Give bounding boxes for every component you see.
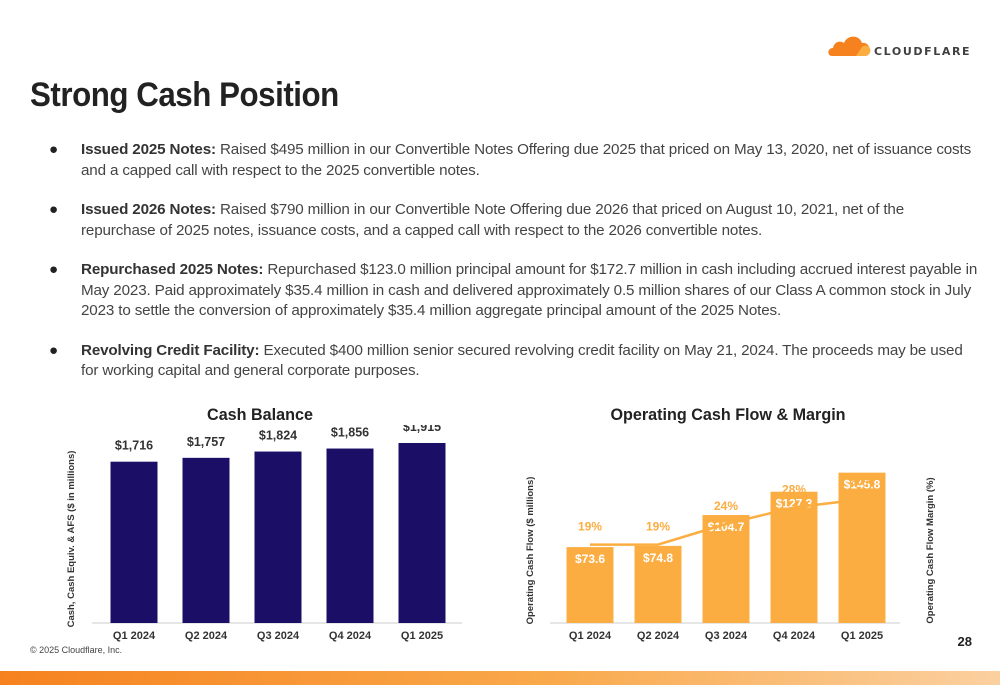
margin-data-label: 19% xyxy=(646,520,670,534)
bullet-dot: ● xyxy=(49,201,59,218)
margin-data-label: 24% xyxy=(714,499,738,513)
bullet-heading: Revolving Credit Facility: xyxy=(81,341,260,359)
cash-balance-chart-title: Cash Balance xyxy=(207,405,313,424)
page-number: 28 xyxy=(957,634,972,649)
copyright-footer: © 2025 Cloudflare, Inc. xyxy=(30,645,123,655)
cloudflare-logo: CLOUDFLARE xyxy=(826,30,976,62)
bar-q4-2024 xyxy=(326,448,374,623)
x-tick-label: Q1 2024 xyxy=(113,630,156,642)
ocf-chart-title: Operating Cash Flow & Margin xyxy=(610,405,846,424)
x-tick-label: Q3 2024 xyxy=(705,630,748,642)
bullet-text: Executed $400 million senior secured rev… xyxy=(81,341,963,380)
margin-data-label: 28% xyxy=(782,483,806,497)
x-tick-label: Q2 2024 xyxy=(637,630,680,642)
bar-data-label: $74.8 xyxy=(643,551,673,565)
bullet-item: ● Revolving Credit Facility: Executed $4… xyxy=(30,341,978,382)
margin-data-label: 19% xyxy=(578,520,602,534)
bar-q1-2025 xyxy=(398,442,446,623)
bullet-dot: ● xyxy=(49,261,59,278)
bar-q3-2024 xyxy=(254,451,302,623)
data-label: $1,915 xyxy=(403,425,441,434)
bar-q2-2024 xyxy=(182,457,230,623)
bullet-text: Raised $790 million in our Convertible N… xyxy=(81,201,905,239)
bar-data-label: $145.8 xyxy=(844,478,881,492)
bullet-item: ● Issued 2026 Notes: Raised $790 million… xyxy=(30,200,978,241)
margin-data-label: 30% xyxy=(850,474,874,488)
bar-q3-2024 xyxy=(702,515,750,623)
bar-q1-2024 xyxy=(566,547,614,623)
x-tick-label: Q2 2024 xyxy=(185,630,228,642)
bullet-item: ● Repurchased 2025 Notes: Repurchased $1… xyxy=(30,260,978,322)
x-tick-label: Q1 2025 xyxy=(401,630,443,642)
x-tick-label: Q1 2024 xyxy=(569,630,612,642)
bar-q4-2024 xyxy=(770,491,818,623)
x-tick-label: Q4 2024 xyxy=(329,630,372,642)
x-tick-label: Q1 2025 xyxy=(841,630,883,642)
bar-data-label: $73.6 xyxy=(575,552,605,566)
data-label: $1,856 xyxy=(331,426,369,440)
bullet-text: Repurchased $123.0 million principal amo… xyxy=(81,261,978,319)
data-label: $1,757 xyxy=(187,435,225,449)
bar-q1-2025 xyxy=(838,472,886,623)
data-label: $1,824 xyxy=(259,429,297,443)
bullet-heading: Issued 2026 Notes: xyxy=(81,201,216,218)
bar-q1-2024 xyxy=(110,461,158,623)
bar-data-label: $104.7 xyxy=(708,520,745,534)
brand-gradient-bar xyxy=(0,671,1000,685)
x-tick-label: Q3 2024 xyxy=(257,630,300,642)
bullet-dot: ● xyxy=(49,341,59,359)
bullet-heading: Repurchased 2025 Notes: xyxy=(81,261,264,278)
x-tick-label: Q4 2024 xyxy=(773,630,816,642)
bullet-text: Raised $495 million in our Convertible N… xyxy=(81,141,972,179)
data-label: $1,716 xyxy=(115,439,153,453)
bullet-list: ● Issued 2025 Notes: Raised $495 million… xyxy=(30,140,978,401)
bullet-dot: ● xyxy=(49,141,59,158)
slide-title: Strong Cash Position xyxy=(30,76,339,114)
y-axis-label: Operating Cash Flow ($ millions) xyxy=(525,477,536,625)
logo-wordmark: CLOUDFLARE xyxy=(874,45,972,58)
cash-balance-chart: $1,716 Q1 2024 $1,757 Q2 2024 $1,824 Q3 2024 $… xyxy=(66,425,462,642)
bullet-item: ● Issued 2025 Notes: Raised $495 million… xyxy=(30,140,978,181)
y2-axis-label: Operating Cash Flow Margin (%) xyxy=(925,477,936,623)
margin-line xyxy=(590,498,863,546)
ocf-margin-chart: $73.6Q1 2024$74.8Q2 2024$104.7Q3 2024$12… xyxy=(525,472,936,642)
y-axis-label: Cash, Cash Equiv. & AFS ($ in millions) xyxy=(66,451,77,628)
bar-q2-2024 xyxy=(634,545,682,623)
bullet-heading: Issued 2025 Notes: xyxy=(81,141,216,158)
cloud-icon xyxy=(828,36,871,56)
